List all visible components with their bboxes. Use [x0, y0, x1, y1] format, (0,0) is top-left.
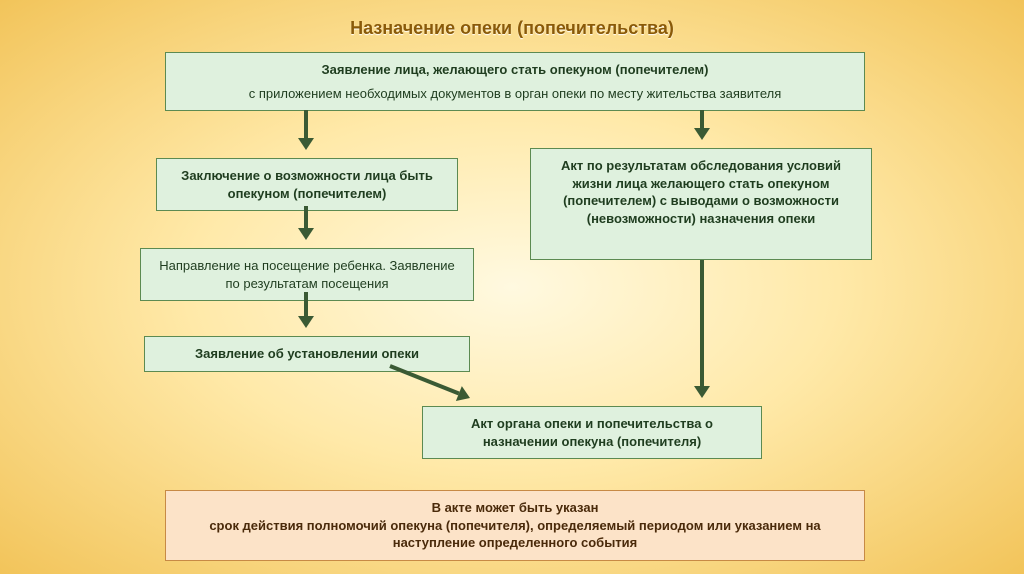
node-act-note-line2: срок действия полномочий опекуна (попечи… [180, 517, 850, 552]
node-appointment-act: Акт органа опеки и попечительства о назн… [422, 406, 762, 459]
node-establish-application: Заявление об установлении опеки [144, 336, 470, 372]
node-visit-direction: Направление на посещение ребенка. Заявле… [140, 248, 474, 301]
node-act-note: В акте может быть указан срок действия п… [165, 490, 865, 561]
node-application-line1: Заявление лица, желающего стать опекуном… [180, 61, 850, 79]
node-application: Заявление лица, желающего стать опекуном… [165, 52, 865, 111]
diagram-title: Назначение опеки (попечительства) [0, 18, 1024, 39]
node-survey-act: Акт по результатам обследования условий … [530, 148, 872, 260]
node-conclusion: Заключение о возможности лица быть опеку… [156, 158, 458, 211]
node-act-note-line1: В акте может быть указан [180, 499, 850, 517]
diagram-canvas: Назначение опеки (попечительства) Заявле… [0, 0, 1024, 574]
node-application-line2: с приложением необходимых документов в о… [180, 85, 850, 103]
